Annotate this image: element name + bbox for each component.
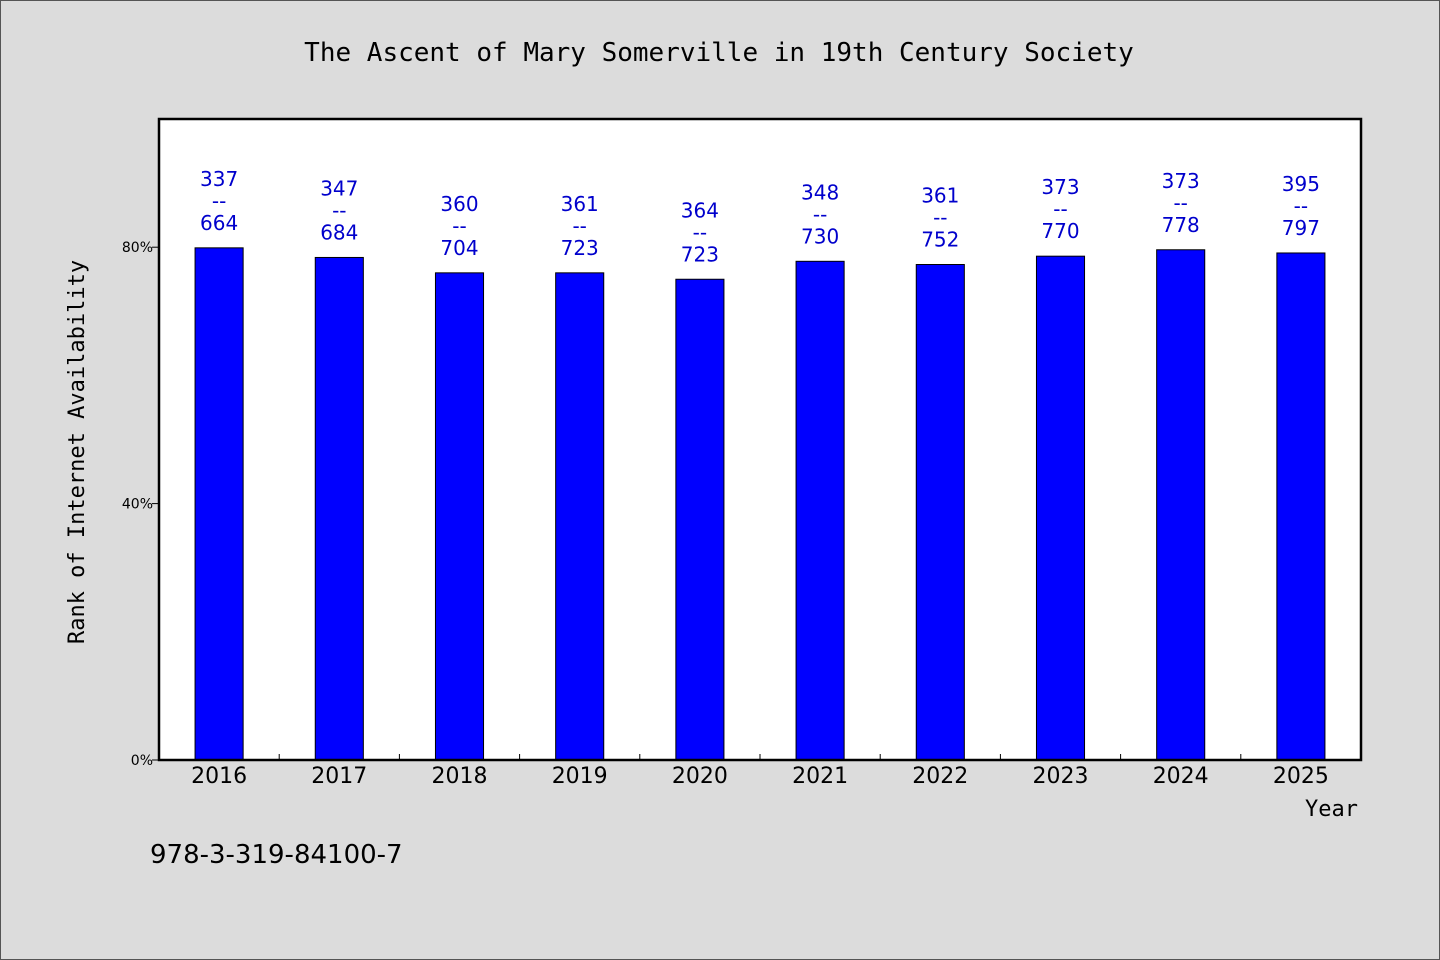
bar-label-2023-sep: -- — [1053, 197, 1067, 221]
bar-2017 — [314, 256, 364, 761]
bars-layer — [194, 247, 1326, 761]
x-tick-label-2025: 2025 — [1273, 764, 1329, 789]
footnote-isbn: 978-3-319-84100-7 — [150, 840, 403, 870]
x-tick-label-2023: 2023 — [1033, 764, 1089, 789]
bar-label-2017-sep: -- — [332, 198, 346, 222]
bar-label-2020-bottom: 723 — [681, 242, 719, 266]
x-tick-label-2024: 2024 — [1153, 764, 1209, 789]
y-tick-label-80: 80% — [122, 240, 153, 256]
x-tick-label-2019: 2019 — [552, 764, 608, 789]
y-tick-label-40: 40% — [122, 497, 153, 513]
bar-label-2020-sep: -- — [693, 220, 707, 244]
axes-layer: 2016 2017 2018 2019 2020 2021 2022 2023 2024 2025… — [122, 240, 1329, 789]
x-tick-label-2021: 2021 — [792, 764, 848, 789]
chart-title: The Ascent of Mary Somerville in 19th Ce… — [304, 38, 1134, 68]
bar-label-2017-bottom: 684 — [320, 220, 358, 244]
y-tick-label-0: 0% — [131, 753, 153, 769]
bar-label-2020-top: 364 — [681, 198, 719, 222]
bar-label-2025-sep: -- — [1294, 194, 1308, 218]
x-axis-label: Year — [1305, 797, 1358, 822]
bar-labels-layer: 337--664347--684360--704361--723364--723… — [200, 167, 1320, 266]
bar-label-2016-top: 337 — [200, 167, 238, 191]
bar-label-2019-top: 361 — [561, 192, 599, 216]
bar-label-2022-top: 361 — [921, 184, 959, 208]
x-tick-label-2022: 2022 — [912, 764, 968, 789]
bar-label-2022-sep: -- — [933, 206, 947, 230]
x-tick-label-2017: 2017 — [311, 764, 367, 789]
bar-2024 — [1156, 249, 1206, 761]
bar-label-2018-bottom: 704 — [440, 236, 478, 260]
x-tick-label-2016: 2016 — [191, 764, 247, 789]
bar-label-2019-sep: -- — [572, 214, 586, 238]
bar-label-2016-bottom: 664 — [200, 211, 238, 235]
bar-label-2023-bottom: 770 — [1041, 219, 1079, 243]
bar-label-2018-sep: -- — [452, 214, 466, 238]
bar-label-2025-top: 395 — [1282, 172, 1320, 196]
bar-label-2017-top: 347 — [320, 176, 358, 200]
bar-2019 — [555, 272, 605, 761]
bar-label-2024-bottom: 778 — [1162, 213, 1200, 237]
bar-2022 — [915, 264, 965, 761]
bar-label-2025-bottom: 797 — [1282, 216, 1320, 240]
bar-2018 — [434, 272, 485, 761]
x-tick-label-2018: 2018 — [432, 764, 488, 789]
bar-2021 — [795, 260, 845, 761]
x-tick-label-2020: 2020 — [672, 764, 728, 789]
bar-label-2024-top: 373 — [1162, 169, 1200, 193]
bar-label-2022-bottom: 752 — [921, 228, 959, 252]
bar-label-2023-top: 373 — [1041, 175, 1079, 199]
bar-label-2021-bottom: 730 — [801, 224, 839, 248]
y-axis-label: Rank of Internet Availability — [65, 260, 90, 644]
bar-label-2019-bottom: 723 — [561, 236, 599, 260]
bar-label-2016-sep: -- — [212, 189, 226, 213]
bar-label-2018-top: 360 — [440, 192, 478, 216]
bar-2020 — [675, 278, 725, 761]
bar-label-2021-top: 348 — [801, 180, 839, 204]
bar-2023 — [1035, 255, 1086, 761]
bar-2016 — [194, 247, 244, 761]
bar-2025 — [1276, 252, 1326, 761]
bar-label-2024-sep: -- — [1173, 191, 1187, 215]
bar-label-2021-sep: -- — [813, 202, 827, 226]
